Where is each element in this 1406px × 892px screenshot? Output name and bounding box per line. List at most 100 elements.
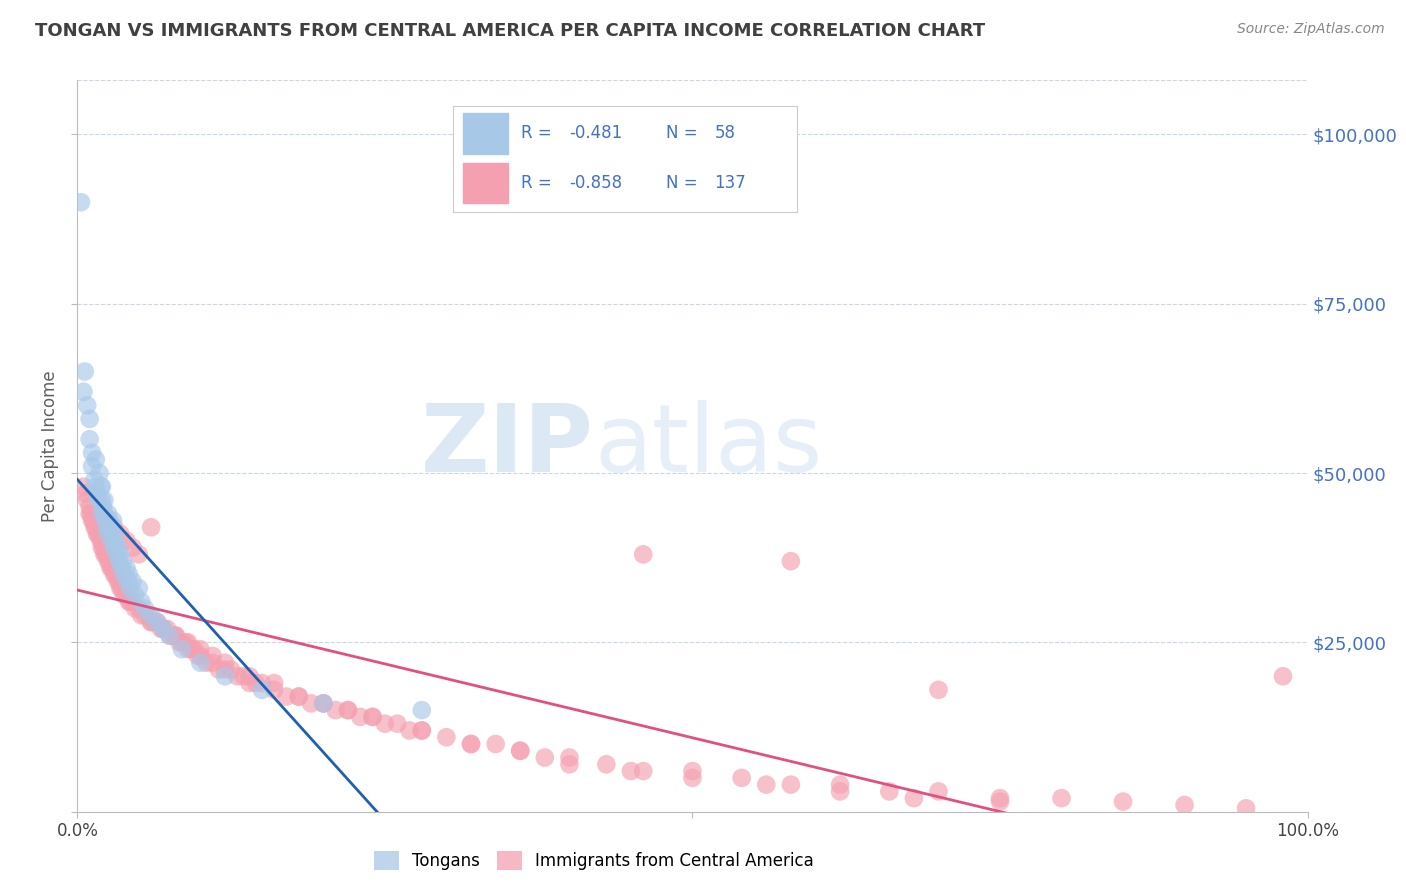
- Point: [108, 574, 131, 589]
- Point: [124, 588, 146, 602]
- Point: [110, 581, 132, 595]
- Point: [374, 716, 396, 731]
- Text: N =: N =: [666, 125, 703, 143]
- Point: [84, 520, 107, 534]
- Point: [134, 601, 156, 615]
- Point: [138, 608, 160, 623]
- Point: [411, 723, 433, 738]
- Point: [97, 507, 120, 521]
- Point: [165, 629, 187, 643]
- Point: [115, 588, 138, 602]
- Point: [100, 561, 122, 575]
- Point: [299, 697, 322, 711]
- Point: [73, 364, 96, 378]
- Point: [98, 554, 121, 568]
- Point: [1174, 797, 1197, 812]
- Point: [107, 541, 129, 555]
- Point: [90, 533, 112, 548]
- Point: [361, 710, 384, 724]
- Point: [361, 710, 384, 724]
- Point: [90, 493, 114, 508]
- Point: [76, 493, 98, 508]
- Point: [101, 533, 124, 548]
- Point: [239, 676, 262, 690]
- Point: [110, 527, 132, 541]
- Point: [159, 629, 181, 643]
- Point: [337, 703, 360, 717]
- Point: [411, 723, 433, 738]
- Point: [830, 784, 852, 798]
- Point: [115, 561, 138, 575]
- Point: [89, 527, 111, 541]
- Point: [177, 635, 200, 649]
- Y-axis label: Per Capita Income: Per Capita Income: [41, 370, 59, 522]
- Point: [94, 514, 117, 528]
- Point: [111, 554, 134, 568]
- Point: [93, 493, 115, 508]
- Point: [1050, 791, 1073, 805]
- Bar: [463, 163, 508, 203]
- Point: [485, 737, 508, 751]
- Point: [755, 778, 778, 792]
- Point: [337, 703, 360, 717]
- Text: 137: 137: [714, 174, 747, 193]
- Point: [460, 737, 482, 751]
- Point: [103, 567, 125, 582]
- Point: [131, 608, 153, 623]
- Point: [288, 690, 311, 704]
- Point: [201, 648, 224, 663]
- Point: [143, 615, 166, 629]
- Point: [214, 669, 236, 683]
- Point: [80, 507, 103, 521]
- Point: [398, 723, 420, 738]
- Point: [152, 622, 174, 636]
- Point: [141, 615, 163, 629]
- Point: [276, 690, 298, 704]
- Point: [879, 784, 901, 798]
- Point: [436, 730, 458, 744]
- Point: [180, 642, 202, 657]
- Point: [780, 554, 803, 568]
- Point: [387, 716, 409, 731]
- Point: [111, 561, 132, 575]
- Point: [79, 412, 101, 426]
- Point: [1112, 795, 1135, 809]
- Point: [152, 622, 174, 636]
- Point: [72, 384, 94, 399]
- Point: [105, 547, 128, 561]
- Point: [82, 446, 104, 460]
- Text: ZIP: ZIP: [422, 400, 595, 492]
- Point: [105, 567, 128, 582]
- Point: [90, 541, 114, 555]
- Point: [117, 574, 139, 589]
- Text: atlas: atlas: [595, 400, 823, 492]
- Point: [112, 567, 135, 582]
- Point: [131, 595, 153, 609]
- Point: [245, 676, 267, 690]
- Point: [91, 500, 114, 514]
- Point: [190, 648, 212, 663]
- Point: [165, 629, 187, 643]
- Point: [411, 703, 433, 717]
- Point: [214, 656, 236, 670]
- Point: [84, 452, 107, 467]
- Point: [84, 480, 107, 494]
- Point: [79, 500, 101, 514]
- Text: -0.858: -0.858: [569, 174, 623, 193]
- Point: [928, 784, 950, 798]
- Bar: [463, 113, 508, 153]
- Point: [104, 533, 127, 548]
- Point: [201, 656, 224, 670]
- Point: [633, 547, 655, 561]
- Point: [682, 764, 704, 778]
- Point: [170, 635, 193, 649]
- Point: [156, 622, 179, 636]
- Text: TONGAN VS IMMIGRANTS FROM CENTRAL AMERICA PER CAPITA INCOME CORRELATION CHART: TONGAN VS IMMIGRANTS FROM CENTRAL AMERIC…: [35, 22, 986, 40]
- Point: [187, 648, 209, 663]
- Point: [159, 629, 181, 643]
- Point: [1234, 801, 1257, 815]
- Point: [111, 581, 132, 595]
- Point: [98, 514, 121, 528]
- Text: N =: N =: [666, 174, 703, 193]
- Point: [90, 480, 112, 494]
